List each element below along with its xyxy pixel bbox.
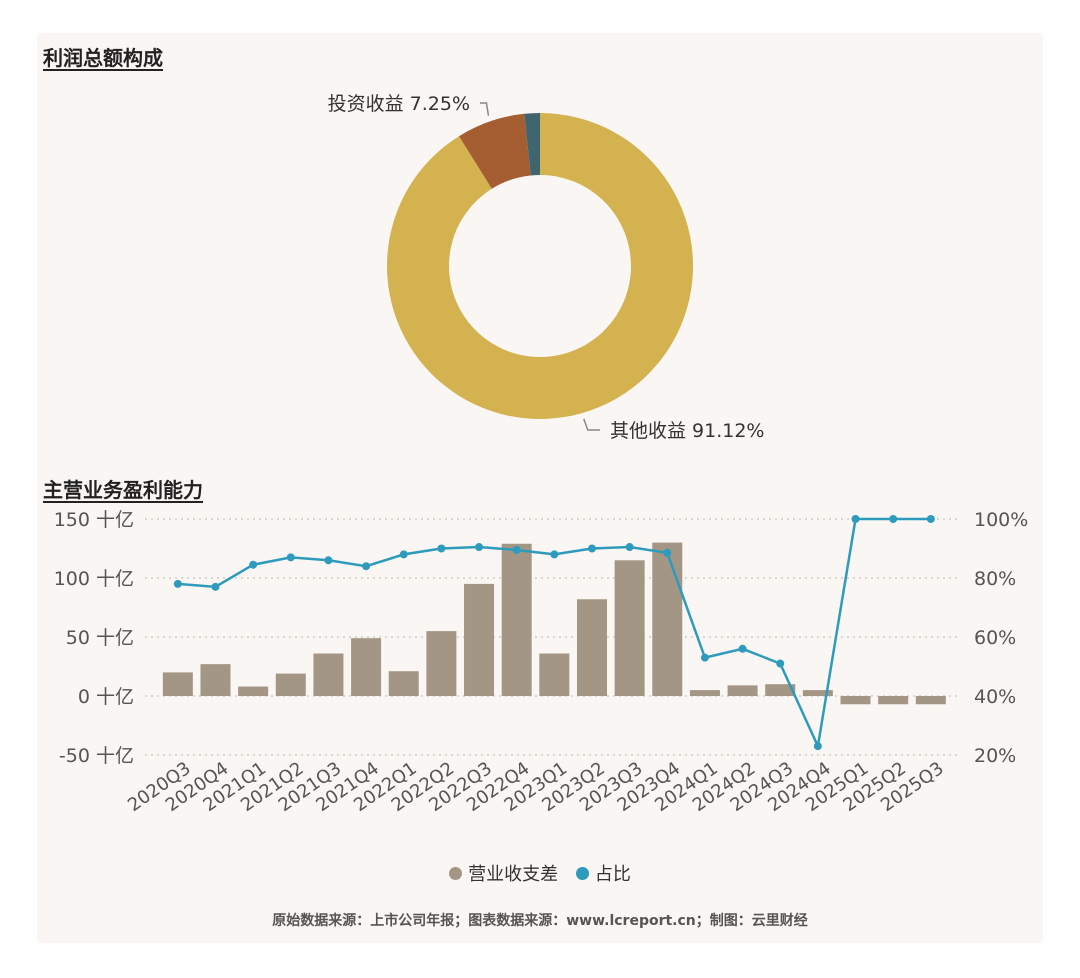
bar-2024Q2 [727, 685, 758, 696]
bar-2025Q3 [915, 696, 946, 705]
bar-2022Q3 [464, 583, 495, 696]
legend-bar-label: 营业收支差 [468, 864, 559, 885]
bar-2021Q1 [238, 686, 269, 696]
left-tick-label-2: 50 十亿 [66, 627, 134, 649]
chart-panel [37, 33, 1043, 943]
line-point-2025Q1 [851, 515, 860, 523]
line-point-2022Q1 [399, 550, 408, 559]
bar-2021Q3 [313, 653, 344, 696]
line-point-2022Q3 [475, 543, 484, 552]
donut-leader-1 [480, 102, 490, 116]
line-point-2021Q1 [249, 560, 258, 569]
legend-item-line[interactable]: 占比 [575, 860, 631, 886]
bar-2022Q4 [501, 543, 532, 696]
line-point-2024Q1 [700, 653, 709, 662]
left-tick-label-0: 150 十亿 [54, 509, 134, 531]
bar-2023Q2 [576, 599, 607, 696]
bar-2021Q2 [275, 673, 306, 696]
line-point-2022Q2 [437, 544, 446, 553]
right-tick-label-0: 100% [974, 509, 1028, 531]
left-tick-label-4: -50 十亿 [59, 745, 134, 767]
bar-2021Q4 [351, 638, 382, 696]
right-tick-label-3: 40% [974, 686, 1016, 708]
donut-leader-0 [583, 418, 600, 431]
bar-2024Q1 [689, 690, 720, 696]
left-tick-label-1: 100 十亿 [54, 568, 134, 590]
chart-legend: 营业收支差 占比 [0, 860, 1080, 886]
bar-2024Q3 [765, 684, 796, 696]
donut-slice-0 [386, 113, 693, 419]
line-point-2020Q4 [211, 582, 220, 591]
right-tick-label-2: 60% [974, 627, 1016, 649]
line-point-2022Q4 [512, 545, 521, 554]
line-point-2024Q4 [813, 742, 822, 751]
donut-slice-2 [524, 113, 540, 176]
left-tick-label-3: 0 十亿 [78, 686, 134, 708]
bar-2024Q4 [802, 690, 833, 696]
legend-bar-swatch [449, 866, 463, 880]
donut-label-0: 其他收益 91.12% [610, 420, 765, 442]
combo-title: 主营业务盈利能力 [43, 478, 203, 502]
right-tick-label-1: 80% [974, 568, 1016, 590]
donut-slice-1 [458, 113, 531, 189]
bar-2020Q3 [162, 672, 193, 696]
profit-composition-donut: 其他收益 91.12% 投资收益 7.25% [328, 93, 765, 442]
bar-2022Q1 [388, 671, 419, 696]
legend-item-bar[interactable]: 营业收支差 [449, 860, 558, 886]
line-point-2024Q3 [776, 659, 785, 668]
line-point-2021Q3 [324, 556, 333, 565]
legend-line-label: 占比 [594, 864, 631, 885]
source-footer: 原始数据来源：上市公司年报；图表数据来源：www.lcreport.cn；制图：… [272, 913, 808, 929]
line-point-2023Q2 [587, 544, 596, 553]
bar-2023Q3 [614, 560, 645, 696]
line-point-2023Q3 [625, 543, 634, 552]
bar-2025Q1 [840, 696, 871, 705]
bar-2025Q2 [878, 696, 909, 705]
line-point-2025Q3 [926, 515, 935, 523]
line-point-2021Q4 [362, 562, 371, 571]
bar-2020Q4 [200, 664, 231, 696]
donut-label-1: 投资收益 7.25% [328, 93, 470, 115]
line-point-2023Q1 [550, 550, 559, 559]
line-point-2024Q2 [738, 644, 747, 653]
bar-2022Q2 [426, 631, 457, 696]
line-point-2020Q3 [173, 579, 182, 588]
line-point-2021Q2 [286, 553, 295, 562]
donut-title: 利润总额构成 [43, 46, 163, 70]
line-point-2025Q2 [889, 515, 898, 523]
bar-2023Q4 [652, 542, 683, 696]
right-tick-label-4: 20% [974, 745, 1016, 767]
legend-line-swatch [575, 866, 589, 880]
line-point-2023Q4 [663, 548, 672, 557]
bar-2023Q1 [539, 653, 570, 696]
